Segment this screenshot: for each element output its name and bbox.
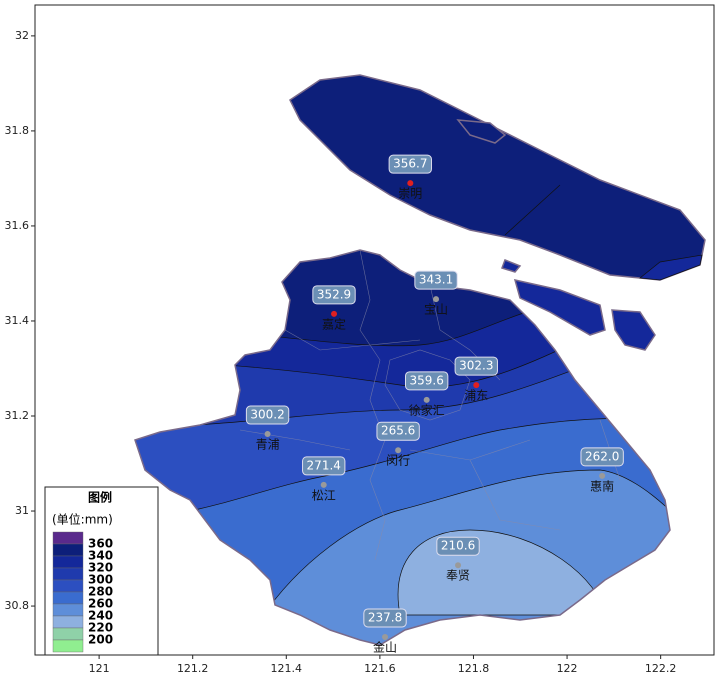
value-label-box [414,270,458,290]
legend-title: 图例 [88,490,112,505]
value-label: 302.3 [459,359,493,373]
value-label-box [312,285,356,305]
value-label: 343.1 [419,273,453,287]
x-tick-label: 121.8 [458,662,490,675]
legend-swatch [52,543,84,557]
station-name: 闵行 [386,453,410,468]
x-tick-label: 121.2 [177,662,209,675]
value-label-box [580,447,624,467]
station-name: 松江 [312,488,336,502]
y-tick-label: 32 [15,29,29,42]
legend-swatch [52,603,84,617]
value-label: 352.9 [317,287,351,301]
legend-level: 280 [88,585,113,599]
value-label: 210.6 [441,539,475,553]
legend-level: 300 [88,573,113,587]
y-tick-label: 31.4 [5,314,30,327]
value-label-box [404,371,449,391]
station-name: 青浦 [256,438,280,452]
station-marker [473,382,480,389]
station-marker [599,472,606,479]
station-marker [455,562,462,569]
station-marker [423,396,430,403]
x-tick-label: 121.6 [364,662,396,675]
station-marker [395,447,402,454]
legend-level: 220 [88,621,113,635]
value-label: 356.7 [393,157,427,171]
legend-level: 200 [88,633,113,647]
station-marker [320,481,327,488]
value-label-box [454,356,498,376]
value-label: 271.4 [307,458,341,472]
value-label: 262.0 [585,449,619,463]
station-marker [331,310,338,317]
legend-swatch [52,579,84,593]
legend-unit: (单位:mm) [52,512,113,527]
legend-swatch [52,639,84,653]
value-label-box [388,154,432,174]
legend-level: 240 [88,609,113,623]
x-tick-label: 122.2 [645,662,677,675]
value-label: 300.2 [250,408,284,422]
station-name: 惠南 [590,478,614,493]
station-name: 嘉定 [322,316,346,331]
value-label: 265.6 [381,424,415,438]
station-marker [382,633,389,640]
legend-swatch [52,555,84,569]
legend-level: 320 [88,561,113,575]
y-tick-label: 31.6 [5,219,30,232]
y-tick-label: 30.8 [5,599,30,612]
station-name: 徐家汇 [409,402,445,417]
legend-swatch [52,615,84,629]
x-tick-label: 121 [89,662,110,675]
y-tick-label: 31.8 [5,124,30,137]
value-label-box [245,405,290,425]
legend-level: 260 [88,597,113,611]
y-tick-label: 31 [15,504,29,517]
station-name: 奉贤 [446,569,470,583]
island-chongming [289,74,706,351]
value-label: 237.8 [368,610,402,624]
station-name: 金山 [373,639,397,654]
mainland-outline [134,249,671,646]
value-label-box [363,608,407,628]
station-name: 宝山 [424,303,448,317]
legend-level: 360 [88,537,113,551]
x-tick-label: 121.4 [271,662,303,675]
legend-swatch [52,591,84,605]
station-name: 浦东 [464,389,488,403]
value-label-box [302,456,346,476]
x-tick-label: 122 [557,662,578,675]
legend-swatch [52,531,84,545]
station-marker [433,296,440,303]
value-label-box [376,421,420,441]
station-marker [264,431,271,438]
station-marker [407,180,414,187]
y-tick-label: 31.2 [5,409,30,422]
legend-swatch [52,567,84,581]
value-label: 359.6 [409,373,443,387]
legend-level: 340 [88,549,113,563]
station-name: 崇明 [398,187,422,201]
legend-swatch [52,627,84,641]
value-label-box [436,536,480,556]
